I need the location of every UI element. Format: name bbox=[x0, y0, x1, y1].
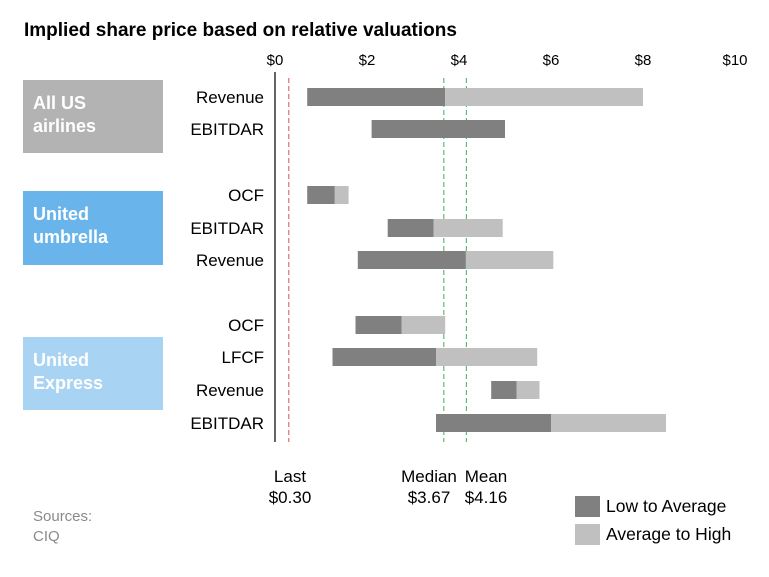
legend-swatch-low-to-average bbox=[575, 495, 600, 517]
chart-title: Implied share price based on relative va… bbox=[24, 20, 457, 41]
sources-label: Sources: bbox=[33, 508, 93, 525]
bar-average-to-high-1-0 bbox=[334, 186, 349, 204]
bar-average-to-high-1-2 bbox=[465, 251, 554, 269]
ref-name-last: Last bbox=[273, 467, 307, 486]
bar-average-to-high-2-1 bbox=[436, 348, 538, 366]
bar-low-to-average-2-0 bbox=[355, 316, 402, 334]
x-tick-label-2: $4 bbox=[451, 52, 468, 69]
bar-low-to-average-1-0 bbox=[307, 186, 335, 204]
bar-average-to-high-2-0 bbox=[401, 316, 446, 334]
row-label-2-1: LFCF bbox=[222, 348, 265, 367]
legend-item-average-to-high: Average to High bbox=[575, 523, 731, 545]
ref-name-median: Median bbox=[401, 467, 457, 486]
sources-note: Sources: CIQ bbox=[33, 507, 92, 547]
x-tick-label-0: $0 bbox=[267, 52, 284, 69]
legend-label-low-to-average: Low to Average bbox=[606, 495, 727, 516]
ref-name-mean: Mean bbox=[464, 467, 508, 486]
row-label-1-1: EBITDAR bbox=[190, 219, 264, 238]
row-label-1-0: OCF bbox=[228, 186, 264, 205]
group-label-united-express: United Express bbox=[23, 337, 163, 410]
bar-low-to-average-2-2 bbox=[491, 381, 517, 399]
ref-label-last: Last $0.30 bbox=[269, 466, 312, 508]
bar-low-to-average-1-2 bbox=[357, 251, 466, 269]
x-tick-label-5: $10 bbox=[722, 52, 747, 69]
row-label-0-1: EBITDAR bbox=[190, 120, 264, 139]
sources-value: CIQ bbox=[33, 528, 60, 545]
row-label-0-0: Revenue bbox=[196, 88, 264, 107]
legend-swatch-average-to-high bbox=[575, 523, 600, 545]
legend-label-average-to-high: Average to High bbox=[606, 523, 732, 544]
bar-average-to-high-0-0 bbox=[445, 88, 643, 106]
bar-average-to-high-2-2 bbox=[516, 381, 540, 399]
bar-low-to-average-0-1 bbox=[371, 120, 505, 138]
bar-average-to-high-1-1 bbox=[433, 219, 503, 237]
ref-value-mean: $4.16 bbox=[464, 488, 508, 507]
row-label-1-2: Revenue bbox=[196, 251, 264, 270]
bar-low-to-average-2-3 bbox=[436, 414, 551, 432]
group-label-all-us-airlines: All US airlines bbox=[23, 80, 163, 153]
row-label-2-2: Revenue bbox=[196, 381, 264, 400]
legend-item-low-to-average: Low to Average bbox=[575, 495, 726, 517]
bar-low-to-average-0-0 bbox=[307, 88, 446, 106]
row-label-2-3: EBITDAR bbox=[190, 414, 264, 433]
x-tick-label-1: $2 bbox=[359, 52, 376, 69]
bar-low-to-average-1-1 bbox=[387, 219, 434, 237]
x-tick-label-4: $8 bbox=[635, 52, 652, 69]
bar-low-to-average-2-1 bbox=[332, 348, 436, 366]
ref-label-median: Median $3.67 bbox=[401, 466, 457, 508]
ref-value-median: $3.67 bbox=[407, 488, 451, 507]
ref-value-last: $0.30 bbox=[268, 488, 312, 507]
group-label-united-umbrella: United umbrella bbox=[23, 191, 163, 265]
bar-average-to-high-2-3 bbox=[551, 414, 666, 432]
row-label-2-0: OCF bbox=[228, 316, 264, 335]
ref-label-mean: Mean $4.16 bbox=[465, 466, 508, 508]
x-tick-label-3: $6 bbox=[543, 52, 560, 69]
